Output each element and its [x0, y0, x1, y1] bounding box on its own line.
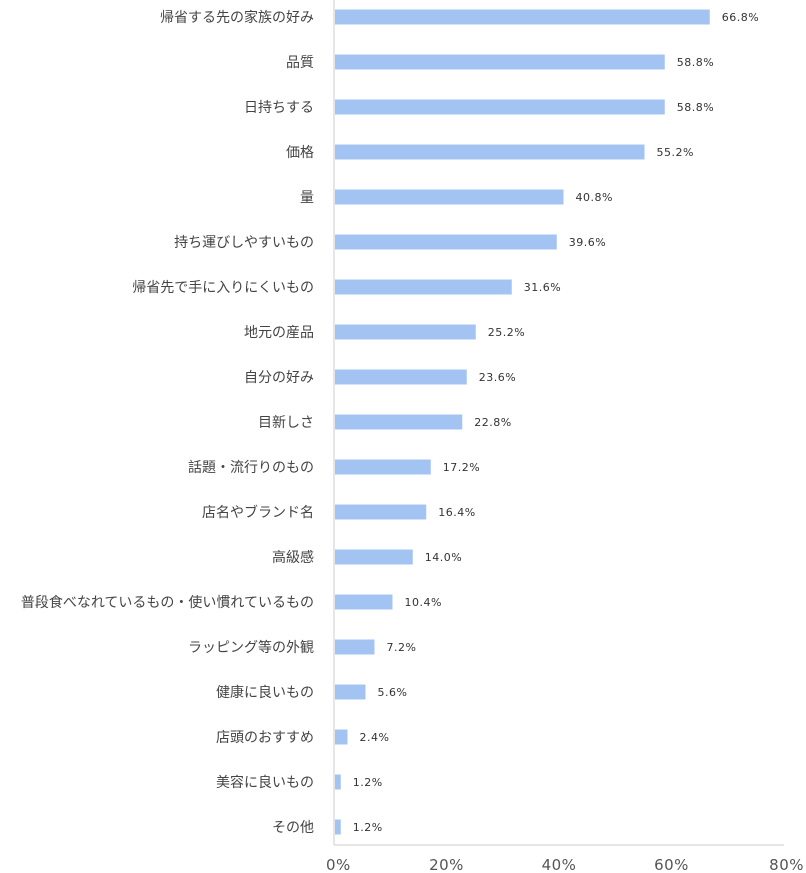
bar — [335, 459, 431, 475]
bar — [335, 234, 557, 250]
bar — [335, 144, 645, 160]
bar — [335, 774, 341, 790]
category-label: 地元の産品 — [244, 325, 314, 341]
value-label: 2.4% — [360, 731, 390, 744]
category-label: その他 — [272, 820, 314, 836]
category-label: 美容に良いもの — [216, 774, 314, 791]
value-label: 1.2% — [353, 821, 383, 834]
category-label: 話題・流行りのもの — [188, 459, 314, 476]
bar — [335, 9, 710, 25]
value-label: 31.6% — [524, 281, 561, 294]
value-label: 17.2% — [443, 461, 480, 474]
bar — [335, 189, 564, 205]
bar — [335, 414, 463, 430]
value-label: 22.8% — [474, 416, 511, 429]
value-label: 5.6% — [378, 686, 408, 699]
category-label: 店名やブランド名 — [202, 504, 314, 521]
category-label: 健康に良いもの — [216, 684, 314, 701]
category-label: 目新しさ — [258, 415, 314, 431]
value-label: 16.4% — [438, 506, 475, 519]
bar — [335, 639, 375, 655]
category-label: 自分の好み — [244, 370, 314, 386]
category-label: 持ち運びしやすいもの — [174, 235, 314, 251]
category-label: 高級感 — [272, 549, 314, 566]
value-label: 40.8% — [576, 191, 613, 204]
value-label: 66.8% — [722, 11, 759, 24]
bar — [335, 504, 427, 520]
bar — [335, 99, 665, 115]
value-label: 10.4% — [405, 596, 442, 609]
x-tick-label: 40% — [542, 856, 577, 873]
value-label: 23.6% — [479, 371, 516, 384]
bar — [335, 279, 512, 295]
bar — [335, 594, 393, 610]
category-label: 量 — [300, 190, 314, 206]
value-label: 39.6% — [569, 236, 606, 249]
x-tick-label: 0% — [326, 856, 351, 873]
category-label: 帰省する先の家族の好み — [160, 9, 314, 26]
x-tick-label: 80% — [769, 856, 804, 873]
value-label: 55.2% — [657, 146, 694, 159]
value-label: 7.2% — [387, 641, 417, 654]
category-label: 価格 — [286, 145, 314, 161]
value-label: 58.8% — [677, 101, 714, 114]
bar — [335, 684, 366, 700]
bar — [335, 549, 413, 565]
bar — [335, 729, 348, 745]
category-label: 店頭のおすすめ — [216, 730, 314, 746]
value-label: 58.8% — [677, 56, 714, 69]
bar — [335, 54, 665, 70]
value-label: 14.0% — [425, 551, 462, 564]
x-tick-label: 20% — [429, 856, 464, 873]
category-label: 日持ちする — [244, 100, 314, 116]
bar — [335, 819, 341, 835]
category-label: 品質 — [286, 55, 314, 71]
bar — [335, 324, 476, 340]
category-label: 普段食べなれているもの・使い慣れているもの — [21, 594, 314, 611]
category-label: ラッピング等の外観 — [188, 639, 314, 656]
value-label: 25.2% — [488, 326, 525, 339]
value-label: 1.2% — [353, 776, 383, 789]
x-tick-label: 60% — [654, 856, 689, 873]
bar — [335, 369, 467, 385]
category-label: 帰省先で手に入りにくいもの — [132, 279, 314, 296]
